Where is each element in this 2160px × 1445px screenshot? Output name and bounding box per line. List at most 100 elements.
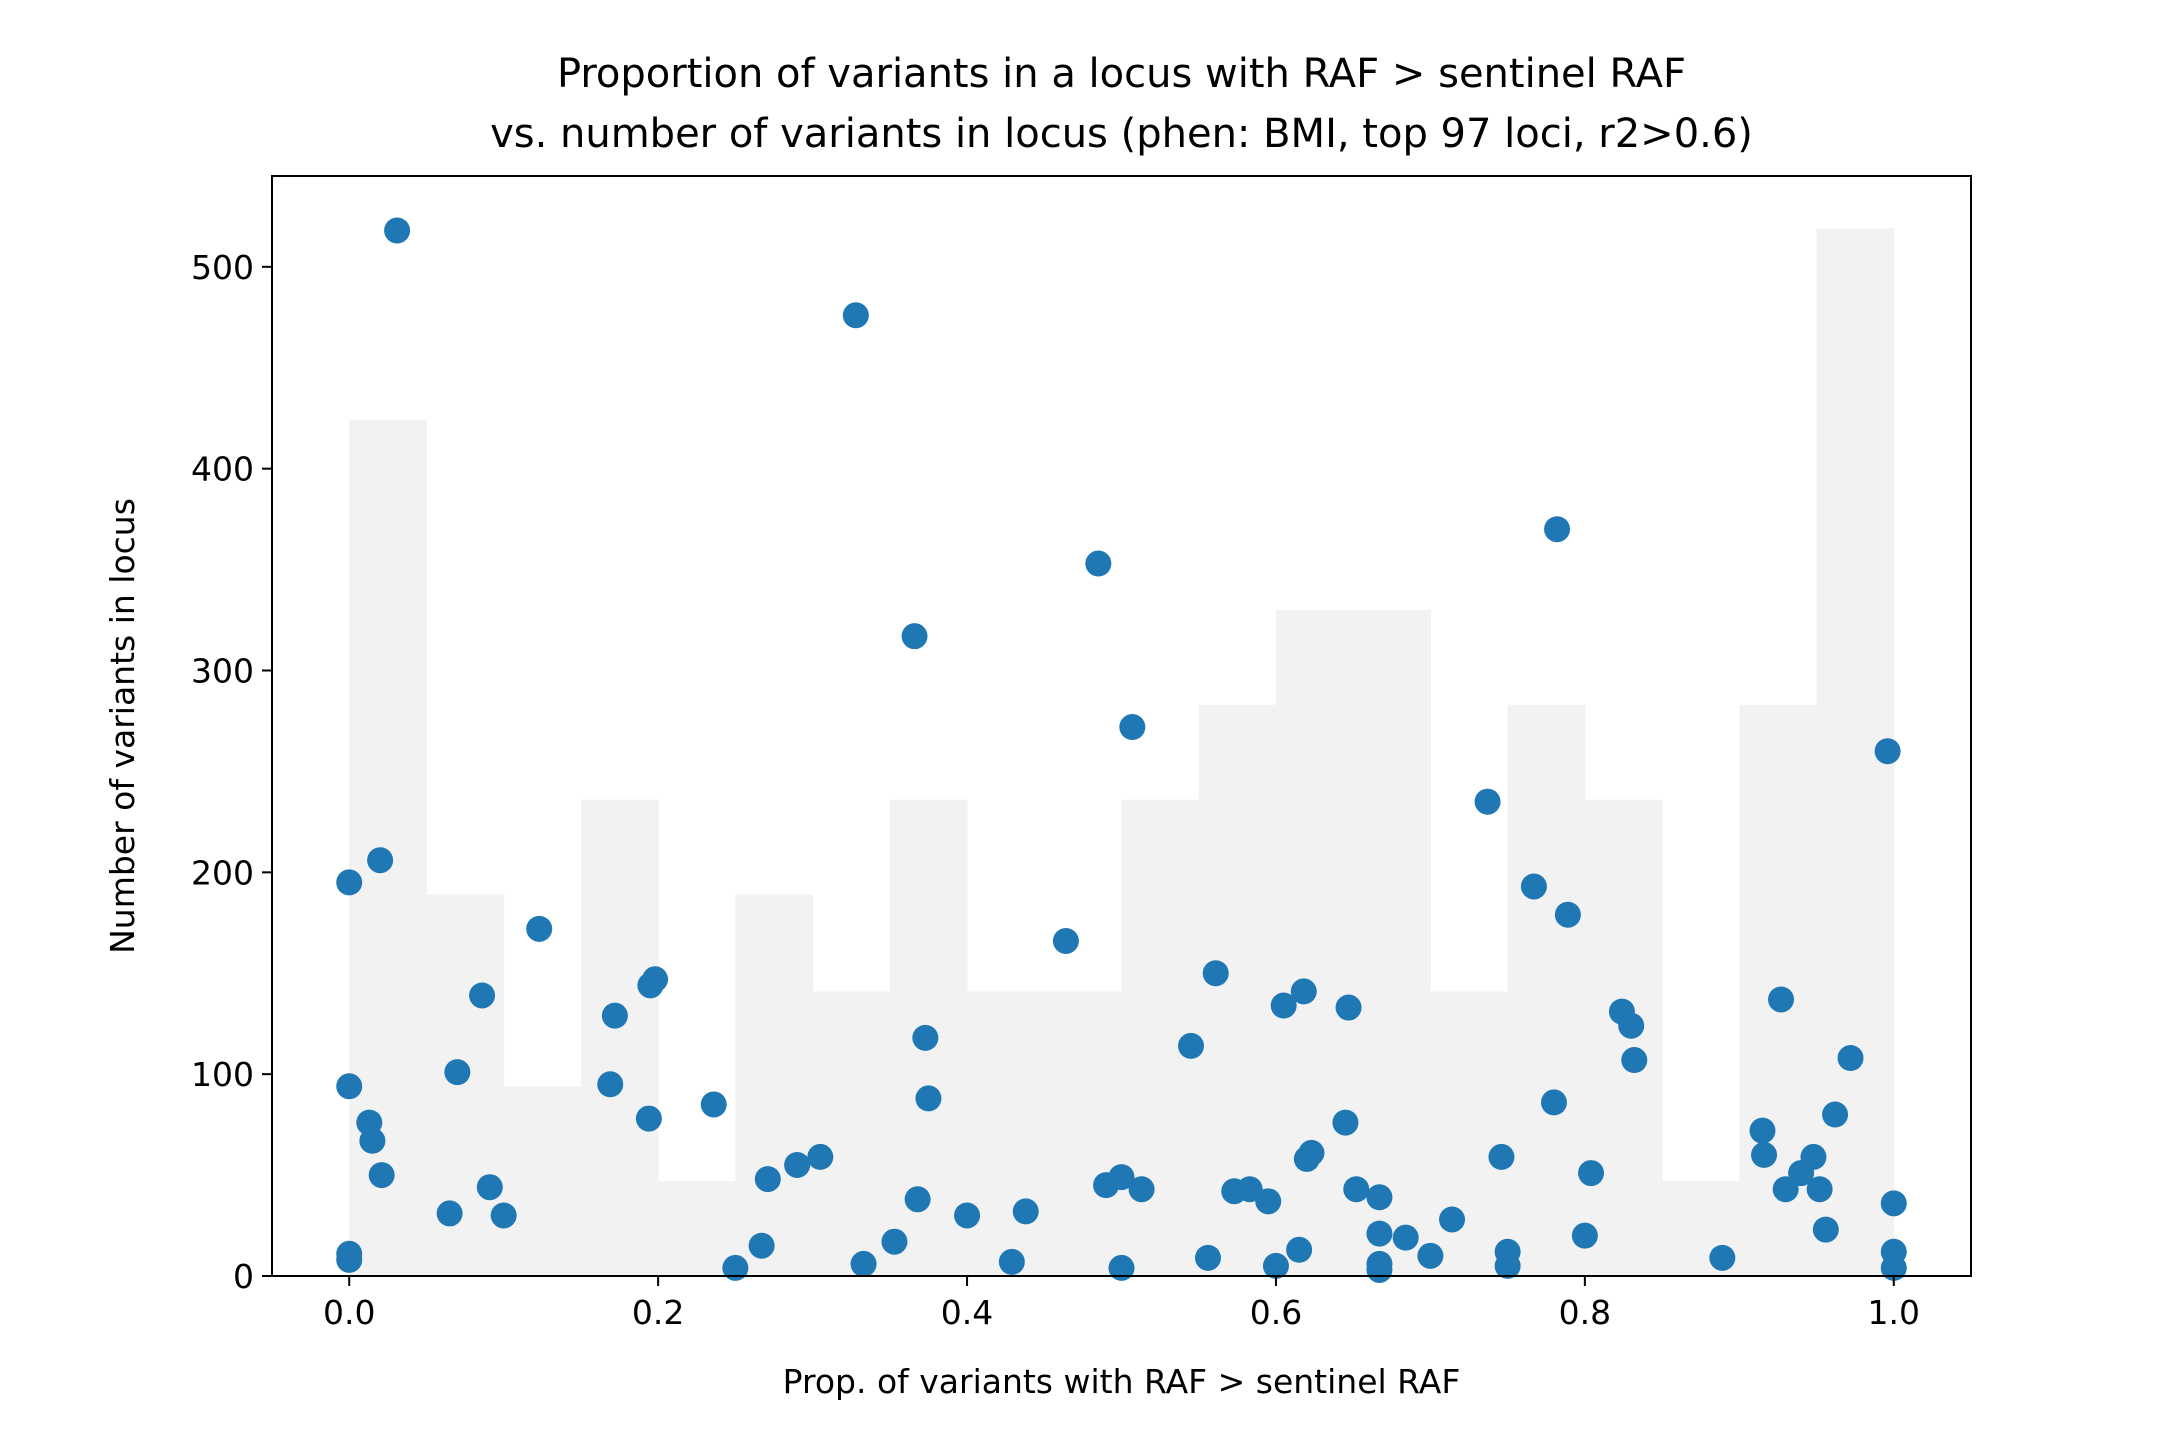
data-point (526, 915, 553, 942)
data-points (336, 217, 1907, 1283)
data-point (635, 1105, 662, 1132)
data-point (1751, 1141, 1778, 1168)
histogram-bar (812, 991, 891, 1276)
data-point (1812, 1216, 1839, 1243)
data-point (1392, 1224, 1419, 1251)
data-point (336, 1073, 363, 1100)
data-point (601, 1002, 628, 1029)
data-point (1540, 1089, 1567, 1116)
y-tick-label: 400 (191, 450, 254, 489)
data-point (367, 847, 394, 874)
chart-title-line-2: vs. number of variants in locus (phen: B… (490, 111, 1753, 157)
data-point (901, 623, 928, 650)
data-point (490, 1202, 517, 1229)
data-point (1178, 1032, 1205, 1059)
histogram-bar (658, 1181, 736, 1276)
axes-frame (271, 175, 1972, 1277)
data-point (336, 1246, 363, 1273)
chart-title-line-1: Proportion of variants in a locus with R… (557, 51, 1686, 97)
data-point (1439, 1206, 1466, 1233)
data-point (1108, 1164, 1135, 1191)
data-point (754, 1166, 781, 1193)
data-point (1262, 1252, 1289, 1279)
histogram-bar (1275, 609, 1354, 1276)
data-point (597, 1071, 624, 1098)
y-tick-label: 500 (191, 248, 254, 287)
data-point (881, 1228, 908, 1255)
data-point (1194, 1244, 1221, 1271)
histogram-bar (1044, 991, 1122, 1276)
x-tick-label: 0.2 (632, 1293, 684, 1332)
data-point (1332, 1109, 1359, 1136)
data-point (1012, 1198, 1039, 1225)
data-point (998, 1248, 1025, 1275)
data-point (722, 1254, 749, 1281)
data-point (1880, 1190, 1907, 1217)
data-point (469, 982, 496, 1009)
data-point (1880, 1254, 1907, 1281)
data-point (1768, 986, 1795, 1013)
data-point (368, 1162, 395, 1189)
histogram-bar (349, 420, 427, 1276)
histogram-bar (735, 894, 814, 1276)
data-point (700, 1091, 727, 1118)
data-point (1806, 1176, 1833, 1203)
x-tick-label: 0.0 (323, 1293, 375, 1332)
data-point (1554, 901, 1581, 928)
data-point (1749, 1117, 1776, 1144)
data-point (1772, 1176, 1799, 1203)
data-point (915, 1085, 942, 1112)
histogram-bar (1353, 609, 1431, 1276)
data-point (1343, 1176, 1370, 1203)
histogram-bar (1430, 991, 1509, 1276)
x-tick-label: 1.0 (1868, 1293, 1920, 1332)
data-point (1119, 714, 1146, 741)
data-point (1621, 1047, 1648, 1074)
data-point (1255, 1188, 1282, 1215)
data-point (1571, 1222, 1598, 1249)
x-axis-ticks: 0.0 0.2 0.4 0.6 0.8 1.0 (323, 1276, 1920, 1332)
data-point (1366, 1220, 1393, 1247)
data-point (1128, 1176, 1155, 1203)
data-point (807, 1143, 834, 1170)
x-tick-label: 0.6 (1250, 1293, 1302, 1332)
y-tick-label: 300 (191, 651, 254, 690)
data-point (1709, 1244, 1736, 1271)
x-axis-label: Prop. of variants with RAF > sentinel RA… (783, 1362, 1461, 1401)
y-tick-label: 100 (191, 1055, 254, 1094)
data-point (784, 1151, 811, 1178)
data-point (1270, 992, 1297, 1019)
data-point (1286, 1236, 1313, 1263)
histogram-bar (1507, 704, 1586, 1276)
histogram-bar (503, 1086, 582, 1276)
data-point (1335, 994, 1362, 1021)
data-point (1298, 1139, 1325, 1166)
histogram-bar (967, 991, 1045, 1276)
data-point (384, 217, 411, 244)
data-point (912, 1024, 939, 1051)
data-point (842, 302, 869, 329)
data-point (1474, 788, 1501, 815)
data-point (1578, 1160, 1605, 1187)
y-tick-label: 200 (191, 853, 254, 892)
data-point (1366, 1184, 1393, 1211)
data-point (850, 1250, 877, 1277)
data-point (444, 1059, 471, 1086)
histogram-bar (1584, 799, 1663, 1276)
data-point (436, 1200, 463, 1227)
data-point (1874, 738, 1901, 765)
x-tick-label: 0.4 (941, 1293, 993, 1332)
data-point (1366, 1256, 1393, 1283)
data-point (904, 1186, 931, 1213)
data-point (1052, 927, 1079, 954)
x-tick-label: 0.8 (1559, 1293, 1611, 1332)
data-point (1837, 1045, 1864, 1072)
data-point (1800, 1143, 1827, 1170)
y-axis-label: Number of variants in locus (103, 498, 142, 954)
data-point (1108, 1254, 1135, 1281)
data-point (1236, 1176, 1263, 1203)
data-point (748, 1232, 775, 1259)
data-point (954, 1202, 981, 1229)
